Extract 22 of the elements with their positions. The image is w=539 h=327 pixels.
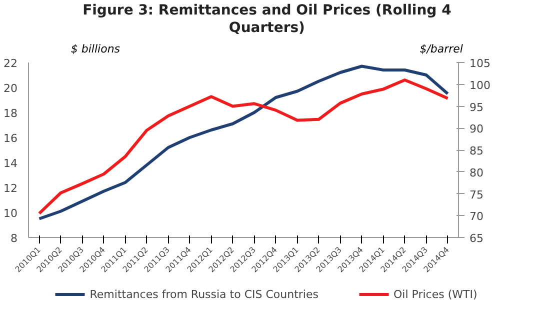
y2-tick-label: 75: [470, 188, 484, 202]
y-tick-label: 16: [4, 132, 18, 145]
y2-tick-label: 80: [470, 166, 484, 180]
y2-tick-label: 105: [470, 57, 490, 70]
y2-axis-title: $/barrel: [420, 42, 463, 56]
y2-tick-label: 70: [470, 210, 484, 224]
y-tick-label: 8: [10, 232, 18, 245]
y2-tick-label: 85: [470, 144, 484, 158]
y-tick-label: 20: [4, 82, 18, 95]
legend-label: Remittances from Russia to CIS Countries: [90, 288, 318, 300]
y2-tick-label: 65: [470, 232, 484, 245]
legend-label: Oil Prices (WTI): [393, 288, 478, 300]
y2-tick-label: 90: [470, 122, 484, 136]
y-tick-label: 22: [4, 57, 18, 70]
y-axis-title: $ billions: [70, 42, 120, 56]
y2-tick-label: 95: [470, 100, 484, 114]
y-tick-label: 14: [4, 157, 18, 170]
y2-tick-label: 100: [470, 78, 490, 92]
y-tick-label: 12: [4, 182, 18, 195]
y-tick-label: 10: [4, 207, 18, 220]
chart-title: Figure 3: Remittances and Oil Prices (Rolling 4 Quarters): [82, 2, 452, 36]
y-tick-label: 18: [4, 107, 18, 120]
